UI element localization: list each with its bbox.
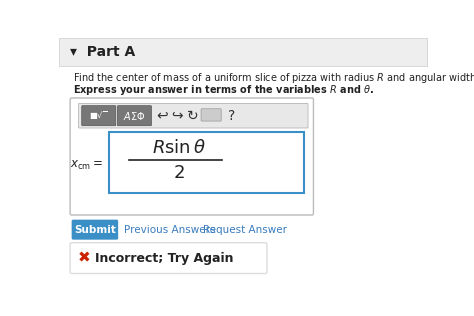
FancyBboxPatch shape (79, 103, 308, 128)
Text: $A\Sigma\Phi$: $A\Sigma\Phi$ (123, 110, 146, 122)
Text: ↻: ↻ (187, 109, 198, 123)
FancyBboxPatch shape (82, 106, 116, 126)
FancyBboxPatch shape (70, 98, 313, 215)
Text: Incorrect; Try Again: Incorrect; Try Again (95, 252, 233, 264)
FancyBboxPatch shape (201, 109, 221, 121)
Text: Express your answer in terms of the variables $R$ and $\theta$.: Express your answer in terms of the vari… (73, 83, 374, 97)
Text: 2: 2 (173, 164, 185, 182)
Text: $\blacksquare\sqrt{\,}$: $\blacksquare\sqrt{\,}$ (90, 109, 108, 122)
Text: ↩: ↩ (156, 109, 168, 123)
FancyBboxPatch shape (109, 132, 304, 193)
FancyBboxPatch shape (70, 243, 267, 274)
Text: Previous Answers: Previous Answers (124, 225, 216, 235)
Text: $x_{\mathrm{cm}}=$: $x_{\mathrm{cm}}=$ (70, 158, 103, 172)
Text: Submit: Submit (74, 225, 116, 235)
Text: $R\sin\theta$: $R\sin\theta$ (153, 139, 206, 157)
Text: Find the center of mass of a uniform slice of pizza with radius $R$ and angular : Find the center of mass of a uniform sli… (73, 71, 474, 85)
Text: ↪: ↪ (171, 109, 183, 123)
Text: ✖: ✖ (78, 251, 91, 266)
FancyBboxPatch shape (59, 38, 427, 66)
Text: Request Answer: Request Answer (202, 225, 287, 235)
Text: ?: ? (228, 109, 235, 123)
FancyBboxPatch shape (72, 220, 118, 240)
FancyBboxPatch shape (118, 106, 152, 126)
Text: ▾  Part A: ▾ Part A (70, 45, 136, 59)
